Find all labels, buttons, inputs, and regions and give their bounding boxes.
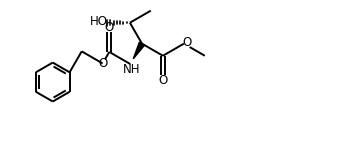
Text: O: O [98, 57, 107, 70]
Text: O: O [158, 74, 167, 87]
Text: O: O [183, 36, 192, 49]
Polygon shape [133, 42, 144, 59]
Text: O: O [105, 21, 114, 34]
Text: NH: NH [123, 63, 141, 76]
Text: HO: HO [90, 15, 108, 28]
